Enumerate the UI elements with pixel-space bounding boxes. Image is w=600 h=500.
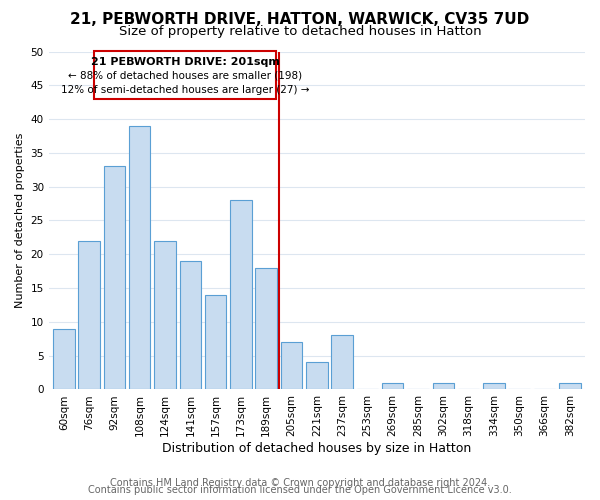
Bar: [281, 342, 302, 390]
Bar: [306, 362, 328, 390]
Bar: [129, 126, 151, 390]
Bar: [79, 241, 100, 390]
Text: Contains public sector information licensed under the Open Government Licence v3: Contains public sector information licen…: [88, 485, 512, 495]
Y-axis label: Number of detached properties: Number of detached properties: [15, 133, 25, 308]
Bar: [331, 336, 353, 390]
Bar: [53, 328, 74, 390]
Text: 12% of semi-detached houses are larger (27) →: 12% of semi-detached houses are larger (…: [61, 85, 310, 95]
Text: Size of property relative to detached houses in Hatton: Size of property relative to detached ho…: [119, 25, 481, 38]
Bar: [179, 261, 201, 390]
Bar: [483, 382, 505, 390]
Bar: [104, 166, 125, 390]
X-axis label: Distribution of detached houses by size in Hatton: Distribution of detached houses by size …: [162, 442, 472, 455]
Bar: [382, 382, 403, 390]
Text: ← 88% of detached houses are smaller (198): ← 88% of detached houses are smaller (19…: [68, 71, 302, 81]
Bar: [256, 268, 277, 390]
Text: 21 PEBWORTH DRIVE: 201sqm: 21 PEBWORTH DRIVE: 201sqm: [91, 56, 280, 66]
Text: 21, PEBWORTH DRIVE, HATTON, WARWICK, CV35 7UD: 21, PEBWORTH DRIVE, HATTON, WARWICK, CV3…: [70, 12, 530, 28]
Bar: [559, 382, 581, 390]
Text: Contains HM Land Registry data © Crown copyright and database right 2024.: Contains HM Land Registry data © Crown c…: [110, 478, 490, 488]
Bar: [433, 382, 454, 390]
Bar: [94, 52, 277, 99]
Bar: [205, 295, 226, 390]
Bar: [230, 200, 251, 390]
Bar: [154, 241, 176, 390]
